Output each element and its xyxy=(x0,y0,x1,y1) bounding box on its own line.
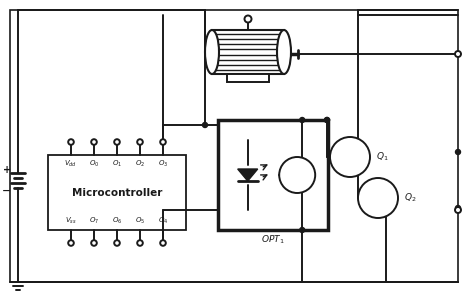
Text: $Q_1$: $Q_1$ xyxy=(376,151,389,163)
Polygon shape xyxy=(237,169,258,181)
Circle shape xyxy=(245,16,252,22)
Text: −: − xyxy=(2,186,12,196)
Text: $O_5$: $O_5$ xyxy=(135,216,145,226)
Text: $O_4$: $O_4$ xyxy=(158,216,168,226)
Circle shape xyxy=(114,240,120,246)
Bar xyxy=(48,155,186,230)
Bar xyxy=(227,74,269,82)
Circle shape xyxy=(300,117,305,122)
Circle shape xyxy=(137,240,143,246)
Circle shape xyxy=(137,139,143,145)
Text: $O_2$: $O_2$ xyxy=(135,159,145,169)
Circle shape xyxy=(455,51,461,57)
Circle shape xyxy=(325,117,329,122)
Text: +: + xyxy=(3,165,11,175)
Text: $O_7$: $O_7$ xyxy=(89,216,99,226)
Circle shape xyxy=(91,240,97,246)
Circle shape xyxy=(68,139,74,145)
Text: $V_{ss}$: $V_{ss}$ xyxy=(65,216,77,226)
Text: $O_3$: $O_3$ xyxy=(158,159,168,169)
Circle shape xyxy=(202,122,208,127)
Text: $O_0$: $O_0$ xyxy=(89,159,99,169)
Circle shape xyxy=(114,139,120,145)
Text: $O_6$: $O_6$ xyxy=(112,216,122,226)
Text: Microcontroller: Microcontroller xyxy=(72,188,162,197)
Ellipse shape xyxy=(277,30,291,74)
Circle shape xyxy=(300,227,305,232)
Circle shape xyxy=(68,240,74,246)
Circle shape xyxy=(455,207,461,213)
Circle shape xyxy=(330,137,370,177)
Text: $Q_2$: $Q_2$ xyxy=(404,192,417,204)
Ellipse shape xyxy=(205,30,219,74)
Circle shape xyxy=(456,150,461,155)
Circle shape xyxy=(279,157,315,193)
Text: $O_1$: $O_1$ xyxy=(112,159,122,169)
Bar xyxy=(212,30,284,74)
Circle shape xyxy=(160,139,166,145)
Circle shape xyxy=(91,139,97,145)
Bar xyxy=(218,120,328,230)
Text: $OPT_1$: $OPT_1$ xyxy=(261,234,285,246)
Circle shape xyxy=(325,117,329,122)
Circle shape xyxy=(160,240,166,246)
Circle shape xyxy=(456,206,461,211)
Circle shape xyxy=(358,178,398,218)
Text: $V_{dd}$: $V_{dd}$ xyxy=(64,159,78,169)
